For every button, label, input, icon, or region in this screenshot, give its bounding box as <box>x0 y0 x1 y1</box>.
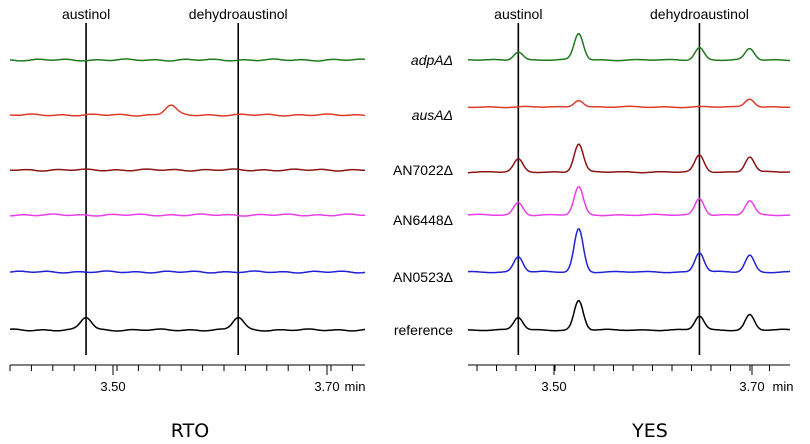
tick-label: 3.70 <box>314 379 339 394</box>
series-label: AN7022Δ <box>393 162 453 178</box>
annotation-dehydroaustinol: dehydroaustinol <box>189 6 288 22</box>
trace-reference <box>9 316 366 332</box>
tick-label: 3.70 <box>739 379 764 394</box>
trace-an0523-delta <box>468 227 791 274</box>
trace-an7022-delta <box>467 143 791 174</box>
trace-an6448-delta <box>9 213 365 217</box>
trace-an0523-delta <box>9 270 366 274</box>
panel-rto: austinol dehydroaustinol adpAΔ ausAΔ AN7022Δ… <box>9 6 453 442</box>
series-label: AN0523Δ <box>393 269 453 285</box>
annotation-dehydroaustinol: dehydroaustinol <box>650 6 749 22</box>
trace-an6448-delta <box>467 185 791 217</box>
panel-title: YES <box>631 420 668 442</box>
annotation-austinol: austinol <box>494 6 542 22</box>
x-unit-label: min <box>345 379 366 394</box>
trace-adpa-delta <box>467 32 791 62</box>
tick-label: 3.50 <box>541 379 566 394</box>
series-label: ausAΔ <box>412 107 453 123</box>
panel-yes: austinol dehydroaustinol 3.50 3.70 min YES <box>467 6 794 442</box>
trace-ausa-delta <box>9 104 366 117</box>
trace-reference <box>468 299 791 332</box>
annotation-austinol: austinol <box>62 6 110 22</box>
series-label: reference <box>394 322 453 338</box>
x-unit-label: min <box>773 379 794 394</box>
tick-label: 3.50 <box>100 379 125 394</box>
panel-title: RTO <box>171 420 209 442</box>
trace-adpa-delta <box>9 58 366 62</box>
trace-ausa-delta <box>467 98 791 109</box>
trace-an7022-delta <box>9 168 365 172</box>
series-label: AN6448Δ <box>393 212 453 228</box>
series-label: adpAΔ <box>411 52 453 68</box>
